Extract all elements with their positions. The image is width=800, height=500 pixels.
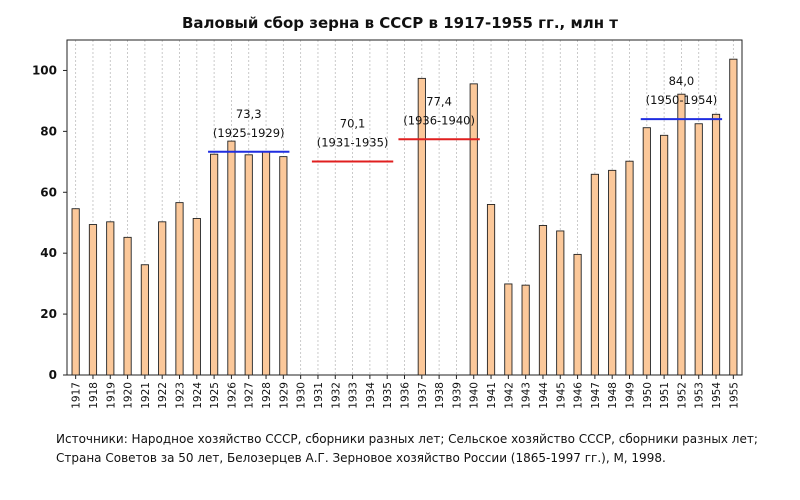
x-tick-label: 1928 [261,382,273,409]
x-tick-label: 1926 [226,382,238,409]
bar-1955 [729,58,738,376]
bar-1919 [106,221,115,376]
x-tick-label: 1919 [105,382,117,409]
sources-note: Источники: Народное хозяйство СССР, сбор… [56,430,786,468]
x-tick-label: 1934 [365,382,377,409]
average-period-label: (1936-1940) [403,113,475,127]
x-tick-label: 1950 [642,382,654,409]
bar-1954 [711,113,721,376]
average-value-label: 73,3 [236,107,262,121]
bar-1917 [71,208,80,376]
x-tick-label: 1948 [607,382,619,409]
x-tick-label: 1947 [590,382,602,409]
average-period-label: (1925-1929) [213,126,285,140]
x-tick-label: 1921 [140,382,152,409]
x-tick-label: 1943 [521,382,533,409]
x-tick-label: 1936 [400,382,412,409]
x-tick-label: 1955 [728,382,740,409]
x-tick-label: 1932 [330,382,342,409]
x-tick-label: 1933 [348,382,360,409]
x-tick-label: 1938 [434,382,446,409]
x-tick-label: 1953 [694,382,706,409]
x-tick-label: 1923 [175,382,187,409]
x-tick-label: 1949 [625,382,637,409]
bar-1929 [279,156,288,376]
bar-1943 [521,284,530,376]
x-tick-label: 1945 [555,382,567,409]
x-tick-label: 1930 [296,382,308,409]
bar-1921 [140,264,149,376]
x-tick-label: 1929 [278,382,290,409]
x-tick-label: 1925 [209,382,221,409]
bar-1926 [227,140,236,376]
x-tick-label: 1927 [244,382,256,409]
bar-1924 [192,218,201,376]
x-tick-label: 1942 [503,382,515,409]
bar-1920 [123,236,132,376]
bar-1949 [625,160,634,376]
bar-1947 [590,173,599,376]
average-value-label: 70,1 [340,117,366,131]
bar-1940 [469,83,478,376]
bar-1950 [642,127,651,376]
x-tick-label: 1946 [573,382,585,409]
x-tick-label: 1935 [382,382,394,409]
x-tick-label: 1931 [313,382,325,409]
x-tick-label: 1939 [451,382,463,409]
bar-1922 [158,221,167,376]
x-tick-label: 1952 [676,382,688,409]
sources-line-1: Источники: Народное хозяйство СССР, сбор… [56,432,758,446]
bar-1942 [504,283,513,376]
x-tick-label: 1937 [417,382,429,409]
bar-1928 [261,151,271,376]
x-tick-label: 1917 [71,382,83,409]
average-period-label: (1931-1935) [317,136,389,150]
bar-1953 [694,123,703,376]
average-value-label: 84,0 [669,74,695,88]
bar-1918 [88,224,98,376]
y-tick-label: 0 [49,368,57,382]
x-tick-label: 1918 [88,382,100,409]
sources-line-2: Страна Советов за 50 лет, Белозерцев А.Г… [56,451,666,465]
bar-1945 [556,230,565,376]
bar-1946 [573,253,582,376]
bar-1941 [486,204,496,376]
chart-title: Валовый сбор зерна в СССР в 1917-1955 гг… [181,14,619,32]
bar-1948 [608,169,617,376]
y-tick-label: 100 [32,63,57,77]
x-tick-label: 1920 [123,382,135,409]
bar-1927 [244,154,253,376]
x-tick-label: 1940 [469,382,481,409]
average-period-label: (1950-1954) [646,93,718,107]
y-tick-label: 20 [40,307,57,321]
x-tick-label: 1924 [192,382,204,409]
y-tick-label: 80 [40,124,57,138]
average-value-label: 77,4 [426,94,452,108]
x-tick-label: 1944 [538,382,550,409]
y-tick-label: 40 [40,246,57,260]
bar-1923 [175,202,184,376]
x-tick-label: 1954 [711,382,723,409]
bar-1925 [210,153,219,376]
bar-1951 [660,134,669,376]
x-tick-label: 1941 [486,382,498,409]
y-tick-label: 60 [40,185,57,199]
x-tick-label: 1922 [157,382,169,409]
bar-1952 [677,93,686,376]
x-tick-label: 1951 [659,382,671,409]
bar-1944 [538,225,548,376]
